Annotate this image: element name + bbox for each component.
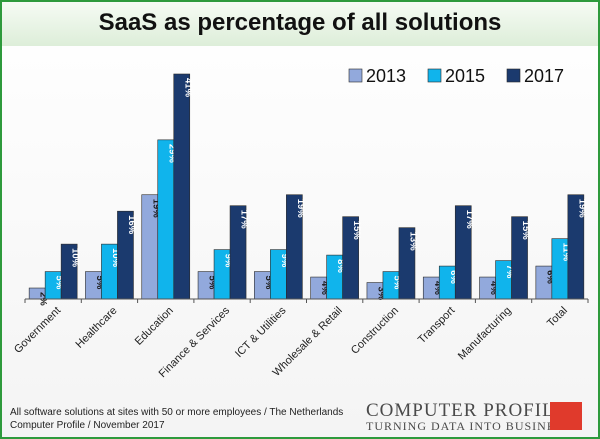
legend-swatch-2017 bbox=[506, 68, 521, 83]
data-label-2013-3: 5% bbox=[207, 276, 218, 290]
data-label-2015-9: 11% bbox=[560, 243, 571, 262]
x-tick-label-9: Total bbox=[545, 305, 570, 330]
x-tick-label-4: ICT & Utilities bbox=[233, 304, 289, 360]
x-tick-label-0: Government bbox=[12, 305, 63, 356]
data-label-2017-2: 41% bbox=[182, 78, 193, 98]
data-label-2013-6: 3% bbox=[375, 287, 386, 301]
logo-name: COMPUTER PROFILE bbox=[366, 400, 568, 421]
data-label-2013-7: 4% bbox=[432, 281, 443, 295]
data-label-2015-7: 6% bbox=[448, 270, 459, 284]
x-tick-label-6: Construction bbox=[349, 305, 401, 357]
x-tick-label-7: Transport bbox=[416, 305, 457, 346]
data-label-2015-6: 5% bbox=[391, 276, 402, 290]
data-label-2015-4: 9% bbox=[279, 254, 290, 268]
data-label-2017-4: 19% bbox=[295, 199, 306, 219]
data-label-2015-1: 10% bbox=[110, 248, 121, 268]
data-label-2017-0: 10% bbox=[70, 248, 81, 268]
data-label-2013-8: 4% bbox=[488, 281, 499, 295]
bars: 2%5%10%5%10%16%19%29%41%5%9%17%5%9%19%4%… bbox=[28, 73, 587, 306]
data-label-2017-5: 15% bbox=[351, 221, 362, 241]
logo-tagline: TURNING DATA INTO BUSINESS bbox=[366, 419, 571, 433]
bar-2017-2 bbox=[173, 73, 191, 300]
data-label-2013-1: 5% bbox=[94, 276, 105, 290]
chart-title: SaaS as percentage of all solutions bbox=[98, 9, 502, 36]
title-band bbox=[2, 2, 598, 46]
data-label-2013-2: 19% bbox=[150, 199, 161, 219]
legend-label-2013: 2013 bbox=[366, 66, 406, 86]
x-tick-label-2: Education bbox=[133, 305, 176, 348]
data-label-2017-6: 13% bbox=[407, 232, 418, 252]
data-label-2017-3: 17% bbox=[239, 210, 250, 230]
x-tick-label-1: Healthcare bbox=[73, 305, 119, 351]
footer-note-2: Computer Profile / November 2017 bbox=[10, 420, 165, 431]
data-label-2015-3: 9% bbox=[223, 254, 234, 268]
footer-note-1: All software solutions at sites with 50 … bbox=[10, 407, 344, 418]
x-tick-label-8: Manufacturing bbox=[456, 305, 514, 363]
company-logo: COMPUTER PROFILE TURNING DATA INTO BUSIN… bbox=[366, 400, 586, 434]
data-label-2017-1: 16% bbox=[126, 215, 137, 235]
data-label-2015-0: 5% bbox=[54, 276, 65, 290]
data-label-2013-5: 4% bbox=[319, 281, 330, 295]
legend-label-2017: 2017 bbox=[524, 66, 564, 86]
data-label-2015-5: 8% bbox=[335, 259, 346, 273]
legend-swatch-2013 bbox=[348, 68, 363, 83]
data-label-2017-8: 15% bbox=[520, 221, 531, 241]
legend-swatch-2015 bbox=[427, 68, 442, 83]
legend-label-2015: 2015 bbox=[445, 66, 485, 86]
data-label-2017-7: 17% bbox=[464, 210, 475, 230]
bar-2015-2 bbox=[157, 139, 175, 300]
data-label-2013-4: 5% bbox=[263, 276, 274, 290]
data-label-2013-9: 6% bbox=[544, 270, 555, 284]
data-label-2017-9: 19% bbox=[576, 199, 587, 219]
logo-square-icon bbox=[550, 402, 582, 430]
data-label-2015-8: 7% bbox=[504, 265, 515, 279]
legend: 2013 2015 2017 bbox=[348, 66, 564, 86]
data-label-2015-2: 29% bbox=[166, 144, 177, 164]
